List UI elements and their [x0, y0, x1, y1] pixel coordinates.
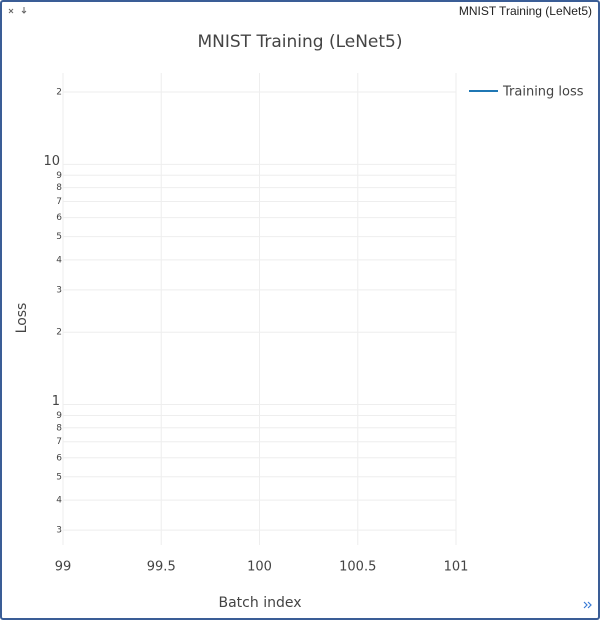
y-tick-label: 2	[56, 88, 62, 98]
x-tick-label: 99.5	[147, 560, 176, 575]
y-tick-label: 8	[56, 423, 62, 433]
download-icon[interactable]	[21, 7, 27, 14]
y-tick-label: 9	[56, 411, 62, 421]
close-icon[interactable]	[8, 8, 14, 14]
y-tick-label: 3	[56, 526, 62, 536]
resize-icon[interactable]	[583, 601, 592, 609]
x-axis-label: Batch index	[219, 595, 302, 611]
y-tick-label: 3	[56, 285, 62, 295]
y-tick-label: 4	[56, 496, 62, 506]
y-tick-label: 4	[56, 255, 62, 265]
y-tick-label: 7	[56, 437, 62, 447]
x-tick-label: 101	[444, 560, 469, 575]
y-tick-label: 2	[56, 328, 62, 338]
y-tick-label: 1	[52, 394, 60, 409]
x-tick-label: 100.5	[339, 560, 376, 575]
y-tick-label: 6	[56, 213, 62, 223]
chart-title: MNIST Training (LeNet5)	[197, 32, 402, 52]
y-tick-label: 7	[56, 197, 62, 207]
y-tick-label: 5	[56, 472, 62, 482]
y-axis-label: Loss	[14, 303, 30, 334]
y-tick-label: 6	[56, 453, 62, 463]
window-title: MNIST Training (LeNet5)	[459, 4, 592, 18]
legend-label: Training loss	[502, 85, 584, 100]
y-tick-label: 5	[56, 232, 62, 242]
y-tick-label: 9	[56, 171, 62, 181]
x-tick-label: 100	[247, 560, 272, 575]
x-tick-label: 99	[55, 560, 72, 575]
y-tick-label: 8	[56, 183, 62, 193]
y-tick-label: 10	[43, 154, 60, 169]
